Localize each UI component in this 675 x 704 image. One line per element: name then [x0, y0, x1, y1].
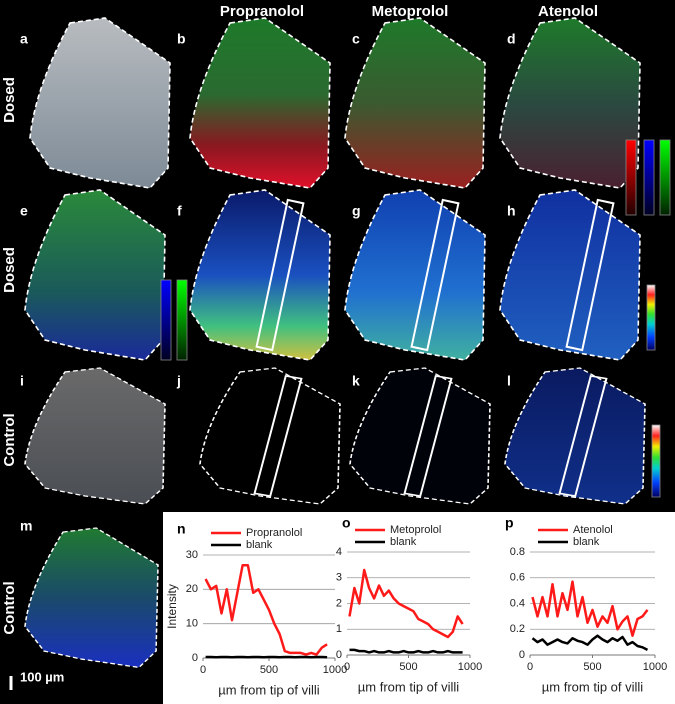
series-line — [531, 580, 649, 637]
y-axis-label: Intensity — [165, 584, 179, 629]
y-tick-label: 0.2 — [510, 623, 525, 635]
panel-letter: e — [20, 203, 28, 219]
colorbars — [160, 139, 671, 498]
panel-letter: m — [20, 518, 32, 534]
y-tick-label: 0.4 — [510, 597, 525, 609]
x-tick-label: 0 — [200, 664, 206, 676]
y-tick-label: 10 — [186, 618, 198, 630]
row-label: Dosed — [1, 77, 18, 123]
y-tick-label: 0.8 — [510, 546, 525, 558]
x-tick-label: 500 — [399, 661, 417, 673]
legend-label: Atenolol — [573, 524, 613, 536]
y-tick-label: 0.6 — [510, 572, 525, 584]
legend-label: blank — [246, 539, 273, 551]
panel-letter: j — [176, 373, 181, 389]
panel-letter: n — [177, 521, 186, 537]
x-axis-label: µm from tip of villi — [542, 679, 644, 694]
y-tick-label: 30 — [186, 549, 198, 561]
legend-label: Metoprolol — [390, 524, 441, 536]
panel-letter: b — [177, 31, 186, 47]
panel-letter: o — [342, 515, 351, 531]
panel-letter: h — [507, 203, 516, 219]
row-label: Dosed — [1, 247, 18, 293]
panel-letter: i — [20, 373, 24, 389]
y-tick-label: 20 — [186, 583, 198, 595]
panel-letter: g — [352, 203, 361, 219]
panel-letter: a — [20, 31, 28, 47]
x-tick-label: 1000 — [643, 661, 667, 673]
panel-letter: f — [177, 203, 182, 219]
tissue-images — [24, 17, 646, 669]
legend-label: Propranolol — [246, 527, 302, 539]
series-line — [348, 568, 464, 639]
legend-label: blank — [573, 536, 600, 548]
row-label: Control — [1, 413, 18, 466]
x-tick-label: 1000 — [458, 661, 482, 673]
y-tick-label: 1 — [336, 623, 342, 635]
y-tick-label: 0 — [519, 649, 525, 661]
x-tick-label: 0 — [344, 661, 350, 673]
x-axis-label: µm from tip of villi — [218, 682, 320, 697]
panel-letter: k — [352, 373, 360, 389]
scale-bar-label: 100 µm — [20, 669, 64, 684]
x-tick-label: 1000 — [323, 664, 347, 676]
row-label: Control — [1, 581, 18, 634]
panel-letter: l — [507, 373, 511, 389]
y-tick-label: 3 — [336, 572, 342, 584]
panel-letter: d — [507, 31, 516, 47]
legend-label: blank — [390, 536, 417, 548]
x-axis-label: µm from tip of villi — [358, 679, 460, 694]
column-header: Atenolol — [538, 3, 598, 20]
y-tick-label: 0 — [192, 652, 198, 664]
panel-letter: p — [505, 515, 514, 531]
x-tick-label: 500 — [260, 664, 278, 676]
panel-letter: c — [352, 31, 360, 47]
y-tick-label: 2 — [336, 597, 342, 609]
column-header: Metoprolol — [372, 3, 449, 20]
series-line — [531, 634, 649, 652]
y-tick-label: 4 — [336, 546, 342, 558]
column-header: Propranolol — [220, 3, 304, 20]
y-tick-label: 0 — [336, 649, 342, 661]
x-tick-label: 0 — [527, 661, 533, 673]
x-tick-label: 500 — [583, 661, 601, 673]
series-line — [204, 564, 328, 656]
series-line — [349, 648, 463, 654]
